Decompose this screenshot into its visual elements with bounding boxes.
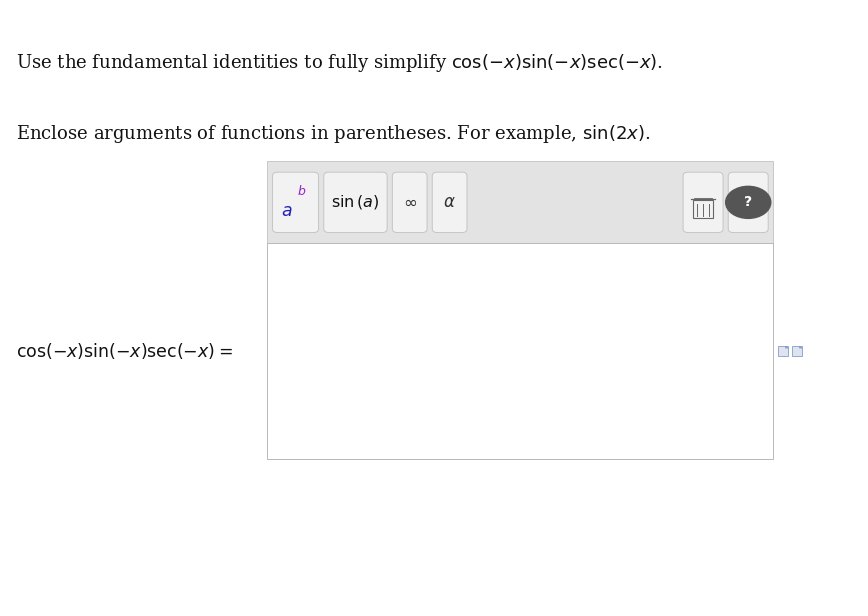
Text: ?: ? (744, 195, 753, 209)
FancyBboxPatch shape (267, 243, 773, 459)
FancyBboxPatch shape (432, 172, 467, 232)
Text: $\alpha$: $\alpha$ (444, 193, 456, 211)
Text: $a$: $a$ (280, 202, 293, 220)
Text: Enclose arguments of functions in parentheses. For example, $\sin(2x)$.: Enclose arguments of functions in parent… (16, 123, 650, 145)
Text: $\cos(-x)\sin(-x)\sec(-x) =$: $\cos(-x)\sin(-x)\sec(-x) =$ (16, 341, 233, 361)
Text: $b$: $b$ (297, 184, 306, 198)
Circle shape (726, 186, 771, 219)
Polygon shape (786, 346, 788, 348)
Text: $\infty$: $\infty$ (403, 193, 417, 211)
FancyBboxPatch shape (683, 172, 723, 232)
FancyBboxPatch shape (728, 172, 768, 232)
FancyBboxPatch shape (273, 172, 319, 232)
FancyBboxPatch shape (267, 161, 773, 243)
Text: $\mathrm{sin}\,(\mathit{a})$: $\mathrm{sin}\,(\mathit{a})$ (332, 193, 379, 211)
Text: Use the fundamental identities to fully simplify $\cos(-x)\sin(-x)\sec(-x)$.: Use the fundamental identities to fully … (16, 52, 662, 75)
FancyBboxPatch shape (392, 172, 427, 232)
FancyBboxPatch shape (792, 346, 802, 356)
FancyBboxPatch shape (778, 346, 788, 356)
Polygon shape (799, 346, 802, 348)
FancyBboxPatch shape (324, 172, 387, 232)
